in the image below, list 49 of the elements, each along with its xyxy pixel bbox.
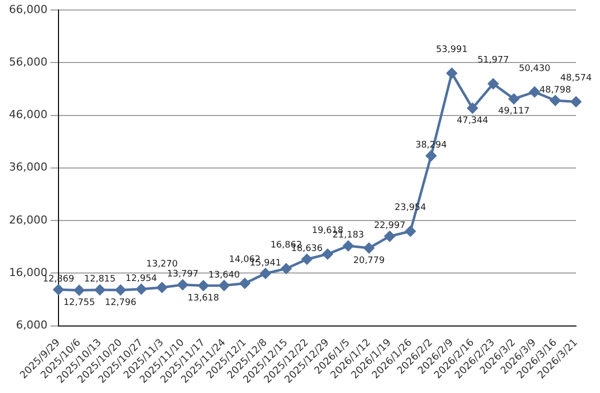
point	[467, 102, 478, 114]
point	[53, 284, 64, 295]
point	[529, 86, 540, 98]
data-label: 53,991	[436, 45, 468, 56]
point	[508, 94, 520, 104]
point	[280, 263, 292, 274]
point	[364, 242, 374, 254]
y-tick-label: 56,000	[8, 55, 48, 68]
point	[240, 278, 250, 289]
data-label: 12,815	[84, 274, 116, 285]
point	[343, 240, 354, 252]
point	[384, 231, 395, 242]
point	[426, 150, 436, 162]
data-label: 12,954	[126, 274, 158, 284]
point	[74, 284, 84, 296]
data-label: 51,977	[477, 56, 509, 66]
point	[136, 284, 147, 294]
point	[302, 254, 312, 265]
point	[115, 284, 126, 296]
point	[260, 268, 271, 279]
y-tick-label: 26,000	[8, 213, 48, 226]
data-label: 48,798	[540, 85, 572, 96]
data-label: 20,779	[353, 256, 386, 266]
point	[405, 226, 416, 237]
y-tick-label: 6,000	[16, 318, 48, 332]
y-tick-label: 66,000	[8, 2, 48, 16]
data-label: 48,574	[560, 74, 592, 84]
point	[218, 280, 230, 291]
point	[570, 96, 582, 107]
data-label: 13,640	[208, 270, 240, 280]
y-tick-label: 36,000	[8, 160, 48, 174]
point	[446, 68, 458, 78]
data-label: 50,430	[518, 64, 551, 74]
data-label: 12,755	[63, 298, 95, 308]
data-label: 13,618	[188, 294, 220, 304]
data-label: 13,797	[166, 270, 198, 280]
point	[156, 282, 168, 293]
data-label: 22,997	[374, 221, 406, 232]
point	[94, 284, 106, 296]
data-label: 47,344	[456, 116, 489, 126]
point	[198, 280, 209, 291]
data-label: 49,117	[498, 106, 530, 117]
point	[550, 95, 561, 106]
point	[322, 248, 333, 260]
point	[488, 78, 498, 90]
data-label: 12,796	[104, 298, 137, 308]
point	[177, 279, 188, 290]
y-tick-label: 46,000	[8, 108, 48, 122]
data-label: 13,270	[146, 259, 178, 270]
